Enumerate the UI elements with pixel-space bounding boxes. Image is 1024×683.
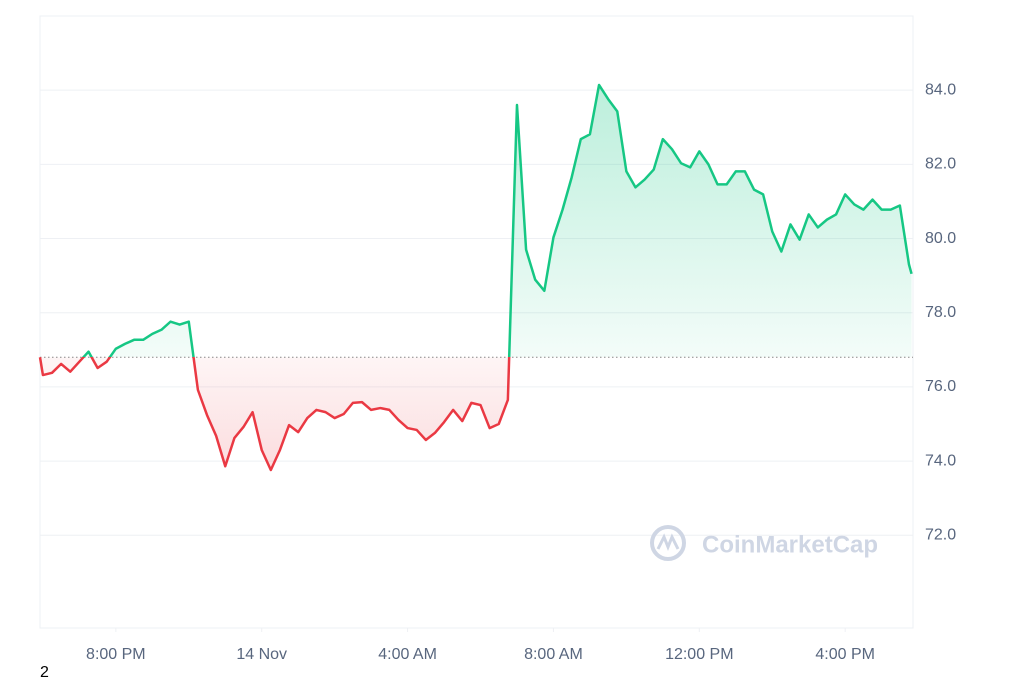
x-tick-label: 4:00 PM bbox=[815, 646, 875, 663]
footnote: 2 bbox=[40, 664, 49, 681]
price-line bbox=[38, 83, 913, 472]
x-tick-label: 8:00 AM bbox=[524, 646, 583, 663]
x-tick-label: 8:00 PM bbox=[86, 646, 146, 663]
watermark-logo bbox=[650, 525, 686, 561]
y-tick-label: 78.0 bbox=[925, 304, 956, 321]
y-tick-label: 74.0 bbox=[925, 452, 956, 469]
y-tick-label: 82.0 bbox=[925, 156, 956, 173]
watermark: CoinMarketCap bbox=[702, 531, 878, 558]
y-tick-label: 84.0 bbox=[925, 81, 956, 98]
y-tick-label: 72.0 bbox=[925, 526, 956, 543]
plot-frame bbox=[39, 15, 914, 629]
x-tick-label: 4:00 AM bbox=[378, 646, 437, 663]
y-tick-label: 80.0 bbox=[925, 230, 956, 247]
x-tick-label: 12:00 PM bbox=[665, 646, 733, 663]
area bbox=[40, 84, 912, 470]
y-tick-label: 76.0 bbox=[925, 378, 956, 395]
x-tick-label: 14 Nov bbox=[236, 646, 287, 663]
